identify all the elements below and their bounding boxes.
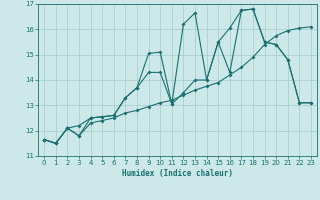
X-axis label: Humidex (Indice chaleur): Humidex (Indice chaleur) [122, 169, 233, 178]
